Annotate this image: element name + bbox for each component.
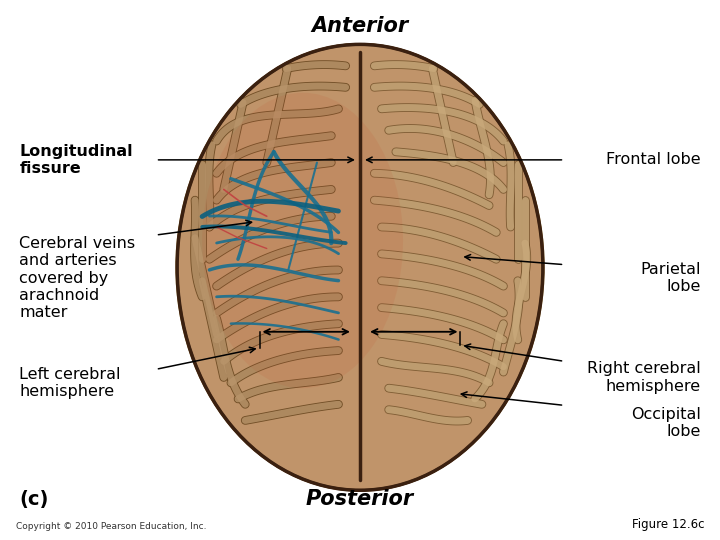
Ellipse shape bbox=[344, 249, 376, 286]
Text: Copyright © 2010 Pearson Education, Inc.: Copyright © 2010 Pearson Education, Inc. bbox=[16, 522, 206, 531]
Ellipse shape bbox=[297, 192, 423, 343]
Ellipse shape bbox=[359, 266, 361, 269]
Text: Right cerebral
hemisphere: Right cerebral hemisphere bbox=[587, 361, 701, 394]
Text: Parietal
lobe: Parietal lobe bbox=[640, 262, 701, 294]
Ellipse shape bbox=[217, 94, 503, 440]
Ellipse shape bbox=[189, 60, 531, 475]
Ellipse shape bbox=[177, 44, 543, 490]
Ellipse shape bbox=[251, 134, 469, 400]
Ellipse shape bbox=[325, 226, 395, 309]
Ellipse shape bbox=[348, 254, 372, 280]
Ellipse shape bbox=[320, 220, 400, 314]
Ellipse shape bbox=[288, 180, 432, 354]
Ellipse shape bbox=[202, 93, 403, 388]
Ellipse shape bbox=[213, 89, 507, 446]
Text: Longitudinal
fissure: Longitudinal fissure bbox=[19, 144, 133, 176]
Ellipse shape bbox=[354, 260, 366, 274]
Ellipse shape bbox=[246, 129, 474, 406]
Ellipse shape bbox=[199, 72, 521, 463]
Ellipse shape bbox=[180, 49, 540, 486]
Ellipse shape bbox=[335, 238, 385, 297]
Text: (c): (c) bbox=[19, 490, 49, 509]
Ellipse shape bbox=[255, 140, 465, 394]
Ellipse shape bbox=[194, 66, 526, 469]
Ellipse shape bbox=[175, 43, 545, 491]
Ellipse shape bbox=[283, 174, 437, 360]
Ellipse shape bbox=[204, 77, 516, 457]
Ellipse shape bbox=[227, 106, 493, 429]
Ellipse shape bbox=[185, 55, 535, 480]
Ellipse shape bbox=[208, 83, 512, 451]
Text: Posterior: Posterior bbox=[306, 489, 414, 509]
Ellipse shape bbox=[232, 112, 488, 423]
Text: Anterior: Anterior bbox=[312, 16, 408, 36]
Ellipse shape bbox=[302, 198, 418, 338]
Ellipse shape bbox=[339, 243, 381, 292]
Text: Occipital
lobe: Occipital lobe bbox=[631, 407, 701, 440]
Ellipse shape bbox=[307, 203, 413, 332]
Text: Left cerebral
hemisphere: Left cerebral hemisphere bbox=[19, 367, 121, 399]
Ellipse shape bbox=[292, 186, 428, 349]
Text: Cerebral veins
and arteries
covered by
arachnoid
mater: Cerebral veins and arteries covered by a… bbox=[19, 236, 135, 320]
Ellipse shape bbox=[274, 163, 446, 372]
Ellipse shape bbox=[222, 100, 498, 435]
Ellipse shape bbox=[264, 152, 456, 383]
Ellipse shape bbox=[241, 123, 479, 411]
Text: Figure 12.6c: Figure 12.6c bbox=[631, 517, 704, 531]
Ellipse shape bbox=[311, 209, 409, 326]
Text: Frontal lobe: Frontal lobe bbox=[606, 152, 701, 167]
Ellipse shape bbox=[236, 117, 484, 417]
Ellipse shape bbox=[316, 214, 404, 320]
Ellipse shape bbox=[279, 169, 441, 366]
Ellipse shape bbox=[260, 146, 460, 389]
Ellipse shape bbox=[330, 232, 390, 303]
Ellipse shape bbox=[269, 157, 451, 377]
